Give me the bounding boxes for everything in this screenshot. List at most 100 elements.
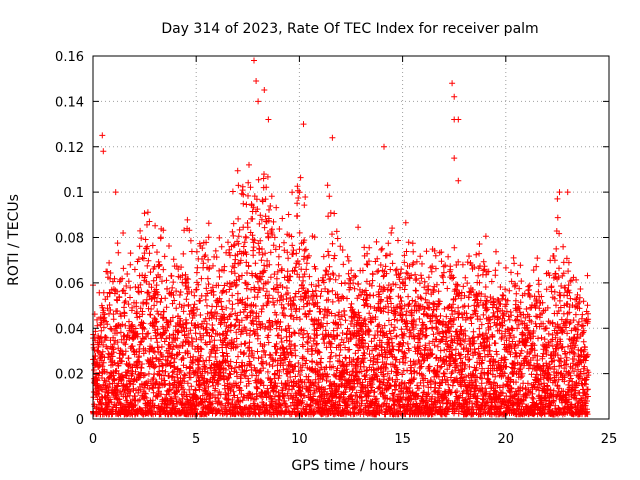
data-point [146,386,153,392]
data-point [352,273,359,280]
data-point [329,240,336,247]
data-point [225,239,231,246]
data-point [258,257,265,264]
data-point [141,250,148,257]
data-point [241,349,248,356]
data-point [183,316,189,323]
data-point [345,257,352,264]
data-point [409,240,416,247]
data-point [114,288,121,295]
data-point [151,315,158,322]
data-point [405,293,412,300]
data-point [149,397,156,404]
data-point [281,239,287,246]
data-point [155,344,162,351]
data-point [229,228,236,235]
data-point [470,328,477,335]
data-point [296,246,303,253]
data-point [296,229,303,236]
data-point [438,258,445,265]
data-point [93,376,100,383]
data-point [146,281,153,288]
data-point [389,343,396,350]
data-point [382,263,389,270]
data-point [131,266,138,273]
data-point [183,296,190,303]
data-point [405,239,412,246]
data-point [445,253,452,260]
data-point [481,263,488,270]
data-point [490,309,497,316]
data-point [140,255,147,262]
data-point [141,372,148,378]
data-point [373,238,380,245]
data-point [340,261,347,268]
data-point [492,267,499,274]
data-point [270,299,277,306]
data-point [144,221,150,228]
data-point [109,353,116,360]
data-point [418,295,425,302]
data-point [96,382,103,389]
data-point [127,261,134,268]
data-point [376,384,382,391]
data-point [377,262,384,268]
data-point [140,350,147,357]
data-point [482,233,489,240]
data-point [435,288,442,295]
data-point [104,345,111,352]
data-point [144,289,151,296]
data-point [267,203,274,209]
data-point [169,339,176,346]
data-point [105,384,112,391]
data-point [287,313,294,320]
data-point [193,248,200,255]
data-point [140,299,147,306]
data-point [295,195,302,201]
data-point [243,234,250,241]
data-point [269,363,276,370]
data-point [327,353,334,360]
data-point [418,272,424,279]
data-point [145,370,152,377]
data-point [452,346,459,353]
data-point [108,326,115,333]
data-point [293,250,300,257]
data-point [100,341,107,348]
data-point [352,350,359,357]
data-point [200,260,207,267]
data-point [140,320,147,327]
data-point [114,308,121,314]
data-point [135,256,142,263]
data-point [117,329,124,336]
data-point [440,279,447,286]
data-point [492,340,499,347]
data-point [114,339,121,346]
data-point [115,380,122,387]
data-point [385,240,392,247]
data-point [235,353,241,360]
data-point [139,308,146,315]
data-point [394,317,401,324]
data-point [304,330,311,337]
data-point [488,278,495,285]
data-point [104,369,110,376]
data-point [194,264,201,271]
data-point [327,355,333,362]
data-point [299,354,306,360]
data-point [122,298,129,305]
data-point [440,274,446,281]
data-point [301,247,308,254]
data-point [159,367,166,374]
data-point [104,268,111,275]
data-point [261,171,267,178]
data-point [331,210,338,217]
data-point [106,381,113,387]
data-point [398,326,405,333]
data-point [325,248,331,255]
data-point [376,283,383,290]
data-point [133,310,140,317]
data-point [267,274,274,281]
data-point [139,335,146,342]
data-point [331,255,337,262]
